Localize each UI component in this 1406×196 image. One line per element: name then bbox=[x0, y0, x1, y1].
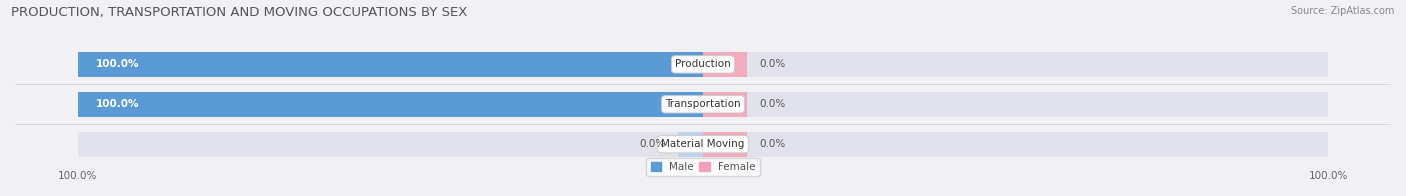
Bar bbox=[703, 132, 747, 157]
Text: Source: ZipAtlas.com: Source: ZipAtlas.com bbox=[1291, 6, 1395, 16]
Bar bbox=[678, 132, 703, 157]
Text: Transportation: Transportation bbox=[665, 99, 741, 109]
Bar bbox=[703, 132, 1329, 157]
Bar bbox=[77, 52, 703, 77]
Bar bbox=[703, 92, 1329, 117]
Text: 0.0%: 0.0% bbox=[759, 99, 786, 109]
Text: 100.0%: 100.0% bbox=[96, 59, 139, 69]
Text: 0.0%: 0.0% bbox=[640, 139, 665, 149]
Text: 100.0%: 100.0% bbox=[96, 99, 139, 109]
Text: Production: Production bbox=[675, 59, 731, 69]
Text: 0.0%: 0.0% bbox=[759, 59, 786, 69]
Bar bbox=[77, 92, 703, 117]
Bar bbox=[77, 52, 703, 77]
Bar bbox=[703, 52, 747, 77]
Bar bbox=[77, 132, 703, 157]
Legend: Male, Female: Male, Female bbox=[647, 158, 759, 176]
Bar bbox=[703, 92, 747, 117]
Bar bbox=[703, 52, 1329, 77]
Text: PRODUCTION, TRANSPORTATION AND MOVING OCCUPATIONS BY SEX: PRODUCTION, TRANSPORTATION AND MOVING OC… bbox=[11, 6, 468, 19]
Text: 0.0%: 0.0% bbox=[759, 139, 786, 149]
Text: Material Moving: Material Moving bbox=[661, 139, 745, 149]
Bar bbox=[77, 92, 703, 117]
